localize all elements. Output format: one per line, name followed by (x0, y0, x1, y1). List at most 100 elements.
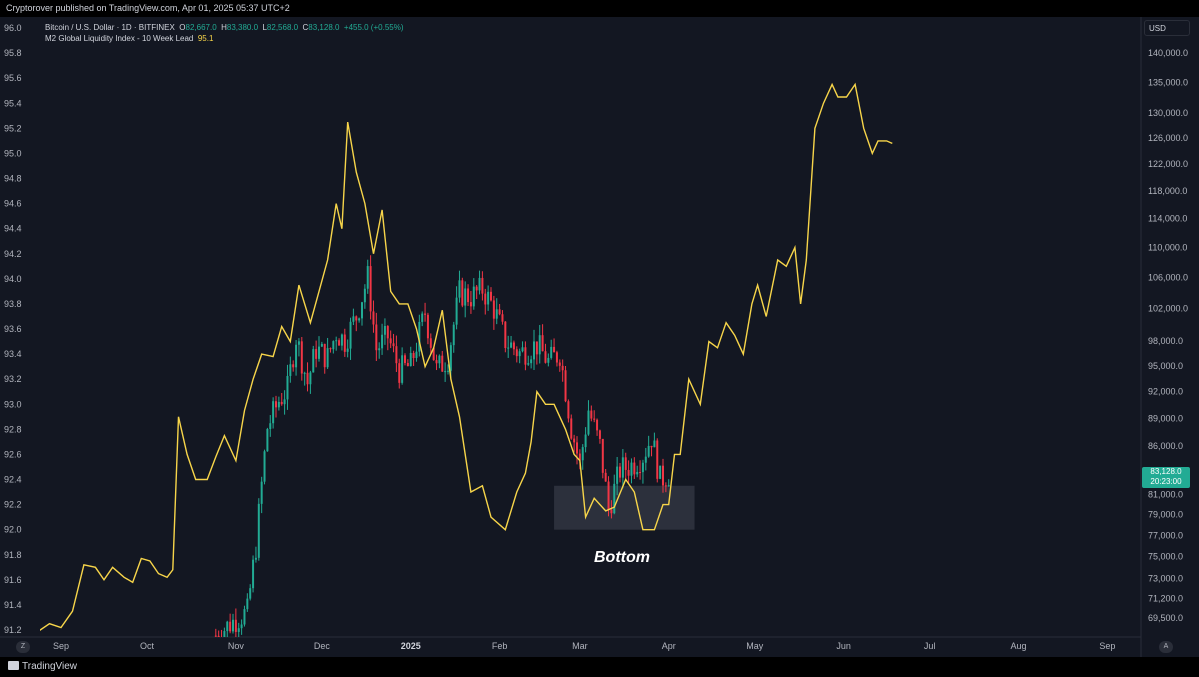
right-axis-tick: 89,000.0 (1148, 413, 1183, 423)
candle-body (607, 481, 610, 510)
candle-body (487, 291, 490, 305)
right-axis-tick: 92,000.0 (1148, 387, 1183, 397)
candle-body (656, 440, 659, 479)
candle-body (418, 321, 421, 352)
candle-body (323, 343, 326, 368)
candle-body (338, 340, 341, 346)
right-axis-tick: 122,000.0 (1148, 159, 1188, 169)
candle-body (401, 355, 404, 383)
candle-body (475, 286, 478, 291)
time-axis-tick: Sep (1099, 641, 1115, 651)
candle-body (352, 316, 355, 322)
candle-body (389, 338, 392, 344)
candle-body (366, 266, 369, 289)
right-axis-tick: 69,500.0 (1148, 613, 1183, 623)
left-axis-tick: 95.6 (4, 73, 22, 83)
candle-body (584, 434, 587, 448)
time-axis-tick: Jun (836, 641, 851, 651)
candle-body (252, 559, 255, 589)
chart-area[interactable]: 96.0 95.8 95.6 95.4 95.2 95.0 94.8 94.6 94.4 94.2… (0, 17, 1199, 657)
candle-body (335, 340, 338, 342)
candle-body (429, 338, 432, 348)
high-value: 83,380.0 (226, 23, 259, 32)
right-axis-tick: 81,000.0 (1148, 489, 1183, 499)
candle-body (272, 401, 275, 424)
candle-body (300, 341, 303, 374)
left-axis-tick: 94.2 (4, 249, 22, 259)
candle-body (441, 355, 444, 372)
time-axis: Sep Oct Nov Dec 2025 Feb Mar Apr May Jun Jul Aug Sep (53, 641, 1115, 651)
right-axis-tick: 95,000.0 (1148, 361, 1183, 371)
candle-body (469, 302, 472, 307)
candle-body (538, 335, 541, 355)
candle-body (283, 399, 286, 405)
symbol-name: Bitcoin / U.S. Dollar · 1D · BITFINEX (45, 23, 175, 32)
low-value: 82,568.0 (266, 23, 299, 32)
time-axis-tick: Apr (662, 641, 676, 651)
candle-body (254, 557, 257, 560)
left-axis-tick: 92.4 (4, 475, 22, 485)
candle-body (421, 313, 424, 322)
candle-body (547, 357, 550, 363)
candle-body (424, 313, 427, 315)
left-axis-tick: 91.6 (4, 575, 22, 585)
candle-body (581, 447, 584, 461)
candle-body (426, 314, 429, 339)
candle-body (553, 346, 556, 353)
candle-body (266, 428, 269, 452)
time-axis-tick: Mar (572, 641, 588, 651)
candle-body (564, 370, 567, 402)
candle-body (641, 462, 644, 473)
time-axis-tick: Jul (924, 641, 936, 651)
candle-body (596, 419, 599, 431)
candle-body (561, 365, 564, 371)
indicator-legend[interactable]: M2 Global Liquidity Index - 10 Week Lead… (45, 34, 213, 43)
candle-body (346, 348, 349, 352)
candle-body (604, 472, 607, 482)
tradingview-icon (8, 661, 19, 670)
candle-body (530, 359, 533, 364)
grid (0, 17, 1199, 657)
indicator-value: 95.1 (197, 34, 214, 43)
right-axis-tick: 75,000.0 (1148, 552, 1183, 562)
candle-body (318, 346, 320, 359)
right-axis: 140,000.0 135,000.0 130,000.0 126,000.0 122,… (1148, 48, 1188, 623)
candle-body (498, 309, 501, 315)
auto-scale-button[interactable]: A (1159, 641, 1173, 653)
candle-body (286, 375, 289, 400)
left-axis-tick: 94.8 (4, 174, 22, 184)
tradingview-logo[interactable]: TradingView (8, 661, 77, 672)
candle-body (269, 423, 272, 429)
right-axis-tick: 110,000.0 (1148, 243, 1187, 253)
m2-line-layer (40, 82, 893, 631)
candle-body (406, 362, 409, 367)
candle-body (452, 324, 455, 346)
candle-body (444, 371, 447, 373)
candle-body (277, 401, 280, 408)
candle-body (257, 503, 260, 558)
candle-body (590, 410, 593, 419)
candle-body (260, 481, 263, 504)
candle-body (492, 300, 495, 319)
left-axis-tick: 93.6 (4, 324, 22, 334)
candle-body (306, 372, 309, 385)
candle-body (295, 344, 298, 368)
current-price-label: 83,128.0 20:23:00 (1142, 467, 1190, 488)
right-axis-tick: 86,000.0 (1148, 441, 1183, 451)
left-axis-tick: 93.8 (4, 299, 22, 309)
time-axis-tick: Aug (1010, 641, 1026, 651)
candle-body (383, 326, 386, 335)
candle-body (507, 347, 510, 349)
candle-body (495, 309, 498, 319)
candle-body (455, 297, 458, 325)
currency-button[interactable]: USD (1144, 20, 1190, 36)
high-label: H (221, 23, 227, 32)
candle-body (292, 364, 295, 368)
candle-body (650, 445, 653, 448)
candle-body (598, 430, 601, 439)
candle-body (647, 445, 650, 457)
close-label: C (302, 23, 309, 32)
candle-body (501, 314, 504, 322)
symbol-legend[interactable]: Bitcoin / U.S. Dollar · 1D · BITFINEX O8… (45, 23, 404, 32)
zoom-toggle-button[interactable]: Z (16, 641, 30, 653)
